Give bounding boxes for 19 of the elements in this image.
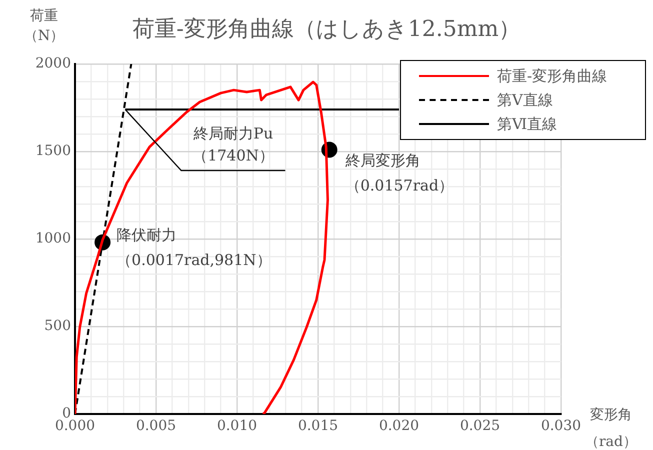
x-tick-label: 0.020 xyxy=(378,418,420,434)
annotation: 終局変形角（0.0157rad） xyxy=(344,152,454,195)
y-tick-label: 1000 xyxy=(35,230,71,247)
x-tick-label: 0.030 xyxy=(540,418,582,434)
y-axis-title: 荷重（N） xyxy=(22,7,66,46)
y-tick-label: 2000 xyxy=(35,56,71,72)
legend-label: 第Ⅴ直線 xyxy=(497,90,553,110)
legend-label: 荷重-変形角曲線 xyxy=(497,66,608,86)
y-tick-label: 1500 xyxy=(35,143,71,160)
x-axis-title: 変形角（rad） xyxy=(584,406,638,450)
x-tick-label: 0.025 xyxy=(460,418,500,434)
annotation: 終局耐力Pu（1740N） xyxy=(192,124,274,164)
x-tick-label: 0.015 xyxy=(298,418,338,434)
annotation: 降伏耐力（0.0017rad,981N） xyxy=(116,226,272,270)
x-tick-label: 0.010 xyxy=(216,418,258,434)
chart-title: 荷重-変形角曲線（はしあき12.5mm） xyxy=(132,17,521,42)
legend-label: 第Ⅵ直線 xyxy=(497,114,558,134)
y-tick-label: 500 xyxy=(44,318,71,334)
x-tick-label: 0.005 xyxy=(136,418,176,434)
